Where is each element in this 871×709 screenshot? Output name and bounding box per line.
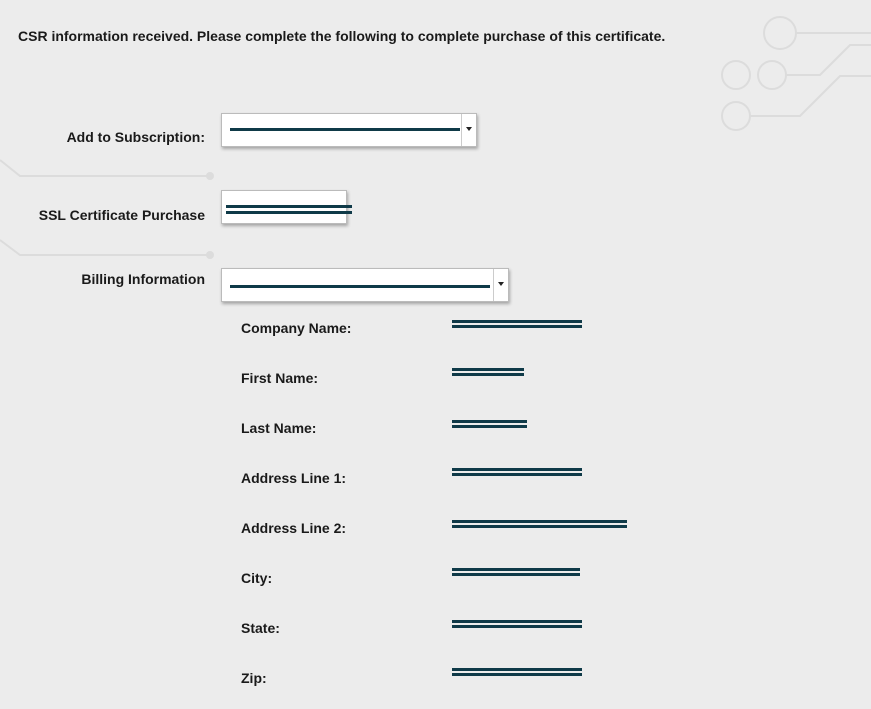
billing-select[interactable] [221, 268, 509, 302]
subscription-select[interactable] [221, 113, 477, 147]
billing-label: Billing Information [81, 271, 205, 287]
field-label: Address Line 1: [241, 470, 347, 486]
field-label: City: [241, 570, 273, 586]
field-label: Company Name: [241, 320, 352, 336]
redaction [452, 668, 582, 676]
dropdown-arrow[interactable] [493, 269, 508, 301]
redaction [452, 320, 582, 328]
field-label: First Name: [241, 370, 319, 386]
field-label: Zip: [241, 670, 267, 686]
subscription-label: Add to Subscription: [66, 129, 205, 145]
redaction [452, 568, 580, 576]
ssl-select[interactable] [221, 190, 352, 224]
redaction [230, 128, 460, 131]
dropdown-arrow[interactable] [461, 114, 476, 146]
ssl-label: SSL Certificate Purchase [38, 207, 205, 223]
redaction [452, 520, 627, 528]
redaction [452, 368, 524, 376]
field-label: Address Line 2: [241, 520, 347, 536]
redaction [226, 205, 352, 208]
redaction [452, 420, 527, 428]
redaction [226, 211, 352, 214]
redaction [452, 620, 582, 628]
header-message: CSR information received. Please complet… [18, 28, 666, 44]
field-label: State: [241, 620, 280, 636]
redaction [230, 285, 490, 288]
field-label: Last Name: [241, 420, 317, 436]
redaction [452, 468, 582, 476]
